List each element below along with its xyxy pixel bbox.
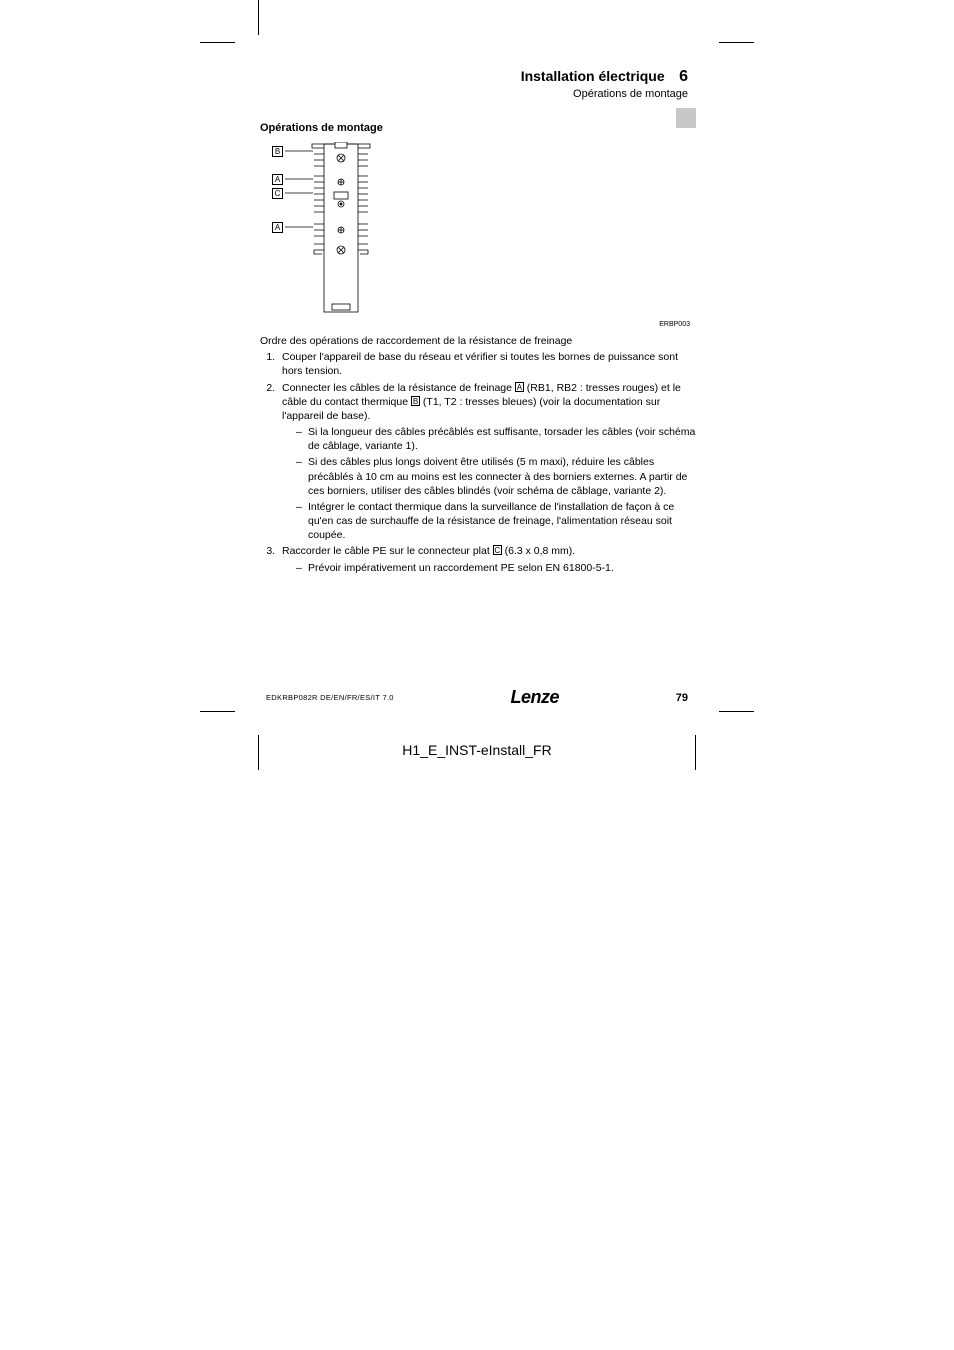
- diagram-svg: [272, 142, 382, 317]
- step-2-subs: Si la longueur des câbles précâblés est …: [282, 425, 696, 542]
- sub-item: Intégrer le contact thermique dans la su…: [296, 500, 696, 543]
- step-text: Connecter les câbles de la résistance de…: [282, 382, 681, 422]
- crop-mark: [200, 42, 235, 43]
- footer-page-number: 79: [676, 692, 688, 704]
- ref-marker: C: [493, 545, 502, 555]
- diagram-ref-code: ERBP003: [659, 321, 690, 328]
- ref-marker: A: [515, 382, 524, 392]
- step-1: Couper l'appareil de base du réseau et v…: [278, 350, 696, 378]
- page-content: Installation électrique 6 Opérations de …: [258, 48, 696, 730]
- steps-list: Couper l'appareil de base du réseau et v…: [260, 350, 696, 575]
- step-2: Connecter les câbles de la résistance de…: [278, 381, 696, 543]
- step-3-subs: Prévoir impérativement un raccordement P…: [282, 561, 696, 575]
- crop-mark: [200, 711, 235, 712]
- crop-mark: [258, 0, 259, 35]
- diagram-label-c: C: [272, 188, 283, 199]
- intro-line: Ordre des opérations de raccordement de …: [260, 334, 696, 348]
- diagram-label-b: B: [272, 146, 283, 157]
- diagram-label-a: A: [272, 174, 283, 185]
- sub-item: Prévoir impérativement un raccordement P…: [296, 561, 696, 575]
- footer-logo: Lenze: [511, 687, 560, 708]
- diagram-label-a: A: [272, 222, 283, 233]
- sub-item: Si la longueur des câbles précâblés est …: [296, 425, 696, 453]
- step-3: Raccorder le câble PE sur le connecteur …: [278, 544, 696, 574]
- wiring-diagram: B A C A: [258, 140, 696, 328]
- ref-marker: B: [411, 396, 420, 406]
- file-label: H1_E_INST-eInstall_FR: [0, 742, 954, 758]
- page-header: Installation électrique 6 Opérations de …: [258, 48, 696, 100]
- footer-doc-id: EDKRBP082R DE/EN/FR/ES/IT 7.0: [266, 693, 394, 702]
- step-text: Couper l'appareil de base du réseau et v…: [282, 351, 678, 377]
- header-chapter-number: 6: [679, 68, 688, 85]
- header-subtitle: Opérations de montage: [258, 88, 688, 100]
- crop-mark: [719, 711, 754, 712]
- crop-mark: [719, 42, 754, 43]
- step-text: Raccorder le câble PE sur le connecteur …: [282, 545, 575, 557]
- header-title: Installation électrique: [521, 68, 665, 84]
- section-title: Opérations de montage: [260, 122, 696, 134]
- page-footer: EDKRBP082R DE/EN/FR/ES/IT 7.0 Lenze 79: [258, 687, 696, 708]
- sub-item: Si des câbles plus longs doivent être ut…: [296, 455, 696, 498]
